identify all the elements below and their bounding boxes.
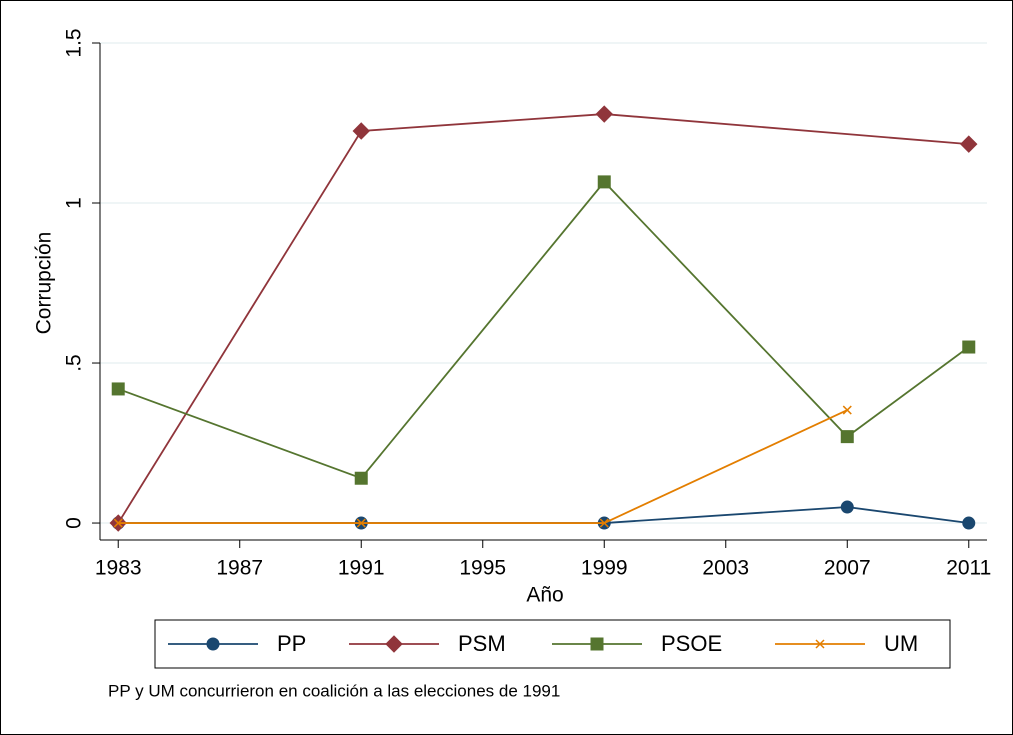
legend-marker — [590, 637, 604, 651]
legend-label: PSM — [458, 631, 506, 656]
marker — [597, 175, 611, 189]
marker — [352, 122, 370, 140]
x-axis-title: Año — [526, 584, 563, 607]
x-tick-label: 2011 — [946, 557, 991, 580]
x-tick-label: 1987 — [216, 557, 263, 580]
legend-marker — [385, 635, 403, 653]
marker — [840, 430, 854, 444]
note: PP y UM concurrieron en coalición a las … — [108, 681, 560, 700]
x-tick-label: 1991 — [338, 557, 385, 580]
x-tick-label: 2003 — [702, 557, 749, 580]
x-tick-label: 1995 — [459, 557, 506, 580]
marker — [962, 340, 976, 354]
y-tick-label: 0 — [63, 517, 86, 529]
marker — [840, 500, 854, 514]
marker — [960, 135, 978, 153]
legend-marker — [815, 639, 825, 649]
legend-label: UM — [884, 631, 918, 656]
marker — [113, 518, 123, 528]
y-axis-title: Corrupción — [33, 232, 56, 335]
marker — [354, 471, 368, 485]
marker — [962, 516, 976, 530]
marker — [599, 518, 609, 528]
x-tick-label: 1983 — [95, 557, 142, 580]
x-tick-label: 2007 — [824, 557, 871, 580]
y-tick-label: .5 — [63, 354, 86, 372]
legend-marker — [206, 637, 220, 651]
legend-label: PSOE — [661, 631, 722, 656]
marker — [842, 405, 852, 415]
y-tick-label: 1.5 — [63, 28, 86, 57]
marker — [595, 105, 613, 123]
marker — [356, 518, 366, 528]
series-line — [117, 113, 969, 524]
marker — [111, 382, 125, 396]
y-tick-label: 1 — [63, 197, 86, 209]
x-tick-label: 1999 — [581, 557, 628, 580]
series-line — [118, 409, 848, 524]
legend-label: PP — [277, 631, 306, 656]
